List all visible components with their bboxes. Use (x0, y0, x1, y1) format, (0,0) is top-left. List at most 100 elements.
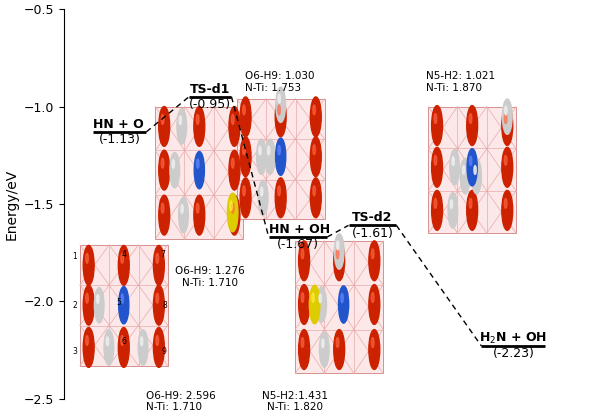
Circle shape (502, 191, 513, 230)
Circle shape (242, 186, 245, 196)
Circle shape (194, 195, 205, 235)
Text: O6-H9: 1.030
N-Ti: 1.753: O6-H9: 1.030 N-Ti: 1.753 (245, 71, 314, 93)
Circle shape (313, 145, 316, 155)
Circle shape (334, 234, 344, 269)
Circle shape (159, 195, 170, 235)
Circle shape (121, 253, 124, 263)
Circle shape (338, 286, 349, 323)
Circle shape (97, 295, 99, 303)
Circle shape (299, 329, 310, 370)
Circle shape (181, 204, 183, 213)
Circle shape (275, 138, 286, 175)
Circle shape (179, 197, 188, 233)
Circle shape (232, 158, 234, 168)
Circle shape (371, 293, 374, 303)
Bar (295, 241, 383, 373)
Circle shape (341, 293, 343, 303)
Circle shape (299, 285, 310, 324)
Circle shape (161, 115, 164, 125)
Circle shape (369, 241, 380, 281)
Circle shape (336, 338, 339, 347)
Circle shape (179, 116, 182, 125)
Circle shape (504, 199, 507, 208)
Circle shape (319, 294, 322, 303)
Circle shape (240, 97, 251, 137)
Circle shape (118, 328, 129, 367)
Circle shape (467, 191, 478, 230)
Circle shape (159, 150, 170, 190)
Circle shape (83, 245, 94, 285)
Circle shape (450, 200, 452, 209)
Text: (-1.61): (-1.61) (352, 227, 394, 240)
Circle shape (121, 336, 124, 345)
Circle shape (275, 97, 286, 137)
Circle shape (369, 285, 380, 324)
Circle shape (121, 294, 124, 303)
Circle shape (319, 332, 329, 367)
Circle shape (119, 287, 129, 324)
Circle shape (469, 114, 472, 124)
Circle shape (434, 155, 437, 165)
Circle shape (502, 148, 513, 187)
Circle shape (310, 178, 321, 218)
Y-axis label: Energy/eV: Energy/eV (4, 168, 18, 240)
Circle shape (450, 150, 460, 185)
Circle shape (156, 336, 158, 345)
Circle shape (313, 186, 316, 196)
Circle shape (232, 203, 234, 213)
Text: O6-H9: 1.276
N-Ti: 1.710: O6-H9: 1.276 N-Ti: 1.710 (175, 266, 245, 288)
Circle shape (431, 191, 443, 230)
Circle shape (194, 151, 205, 189)
Circle shape (431, 106, 443, 145)
Text: O6-H9: 2.596
N-Ti: 1.710: O6-H9: 2.596 N-Ti: 1.710 (146, 391, 216, 413)
Text: 9: 9 (162, 347, 167, 356)
Circle shape (170, 153, 179, 188)
Circle shape (369, 329, 380, 370)
Bar (237, 99, 325, 219)
Circle shape (265, 139, 275, 174)
Circle shape (242, 105, 245, 115)
Text: H$_2$N + OH: H$_2$N + OH (479, 331, 547, 346)
Circle shape (86, 253, 88, 263)
Bar (428, 107, 516, 233)
Circle shape (196, 115, 199, 125)
Circle shape (278, 105, 280, 115)
Circle shape (156, 293, 158, 303)
Circle shape (259, 146, 261, 155)
Circle shape (431, 148, 443, 187)
Circle shape (229, 107, 240, 146)
Circle shape (260, 187, 263, 196)
Circle shape (232, 115, 234, 125)
Circle shape (268, 146, 270, 155)
Circle shape (505, 106, 507, 115)
Circle shape (434, 199, 437, 208)
Circle shape (159, 107, 170, 146)
Circle shape (469, 156, 472, 166)
Circle shape (229, 195, 240, 235)
Circle shape (467, 149, 477, 186)
Circle shape (140, 337, 143, 346)
Circle shape (227, 193, 238, 232)
Circle shape (278, 145, 280, 155)
Text: (-2.23): (-2.23) (493, 347, 535, 360)
Circle shape (154, 328, 164, 367)
Circle shape (502, 99, 512, 134)
Circle shape (469, 199, 472, 208)
Circle shape (154, 245, 164, 285)
Circle shape (242, 145, 245, 155)
Circle shape (448, 193, 458, 228)
Circle shape (118, 245, 129, 285)
Text: 8: 8 (163, 301, 167, 310)
Text: 2: 2 (72, 301, 77, 310)
Circle shape (310, 285, 320, 324)
Circle shape (460, 158, 470, 194)
Circle shape (301, 338, 304, 347)
Text: (-0.95): (-0.95) (189, 98, 231, 111)
Circle shape (83, 285, 94, 325)
Circle shape (474, 166, 476, 174)
Circle shape (230, 201, 232, 211)
Circle shape (240, 178, 251, 218)
Circle shape (276, 87, 286, 122)
Circle shape (371, 249, 374, 259)
Circle shape (161, 158, 164, 168)
